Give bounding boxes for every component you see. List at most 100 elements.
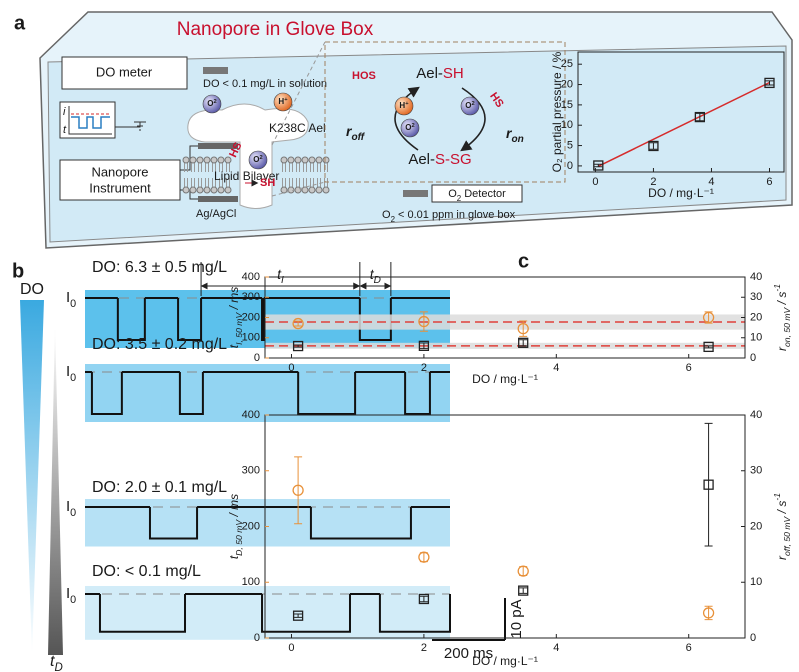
error-bar bbox=[294, 320, 303, 327]
td-gradient bbox=[48, 325, 63, 655]
text-part: H bbox=[278, 97, 284, 106]
lipid-tail bbox=[198, 163, 202, 172]
lipid-head bbox=[189, 156, 197, 164]
x-axis-label: DO / mg·L⁻¹ bbox=[472, 372, 538, 386]
x-tick-label: 4 bbox=[553, 362, 559, 374]
y-axis-label: O₂ partial pressure / % bbox=[550, 51, 564, 172]
text-part: SH bbox=[443, 65, 464, 82]
instrument-label: Nanopore bbox=[91, 164, 148, 179]
text-part: r bbox=[346, 123, 353, 139]
lipid-tail bbox=[296, 163, 300, 172]
gradient-label: tD bbox=[50, 653, 63, 672]
lipid-head bbox=[301, 186, 309, 194]
point bbox=[517, 565, 529, 577]
y-tick-label: 5 bbox=[567, 139, 573, 151]
y2-tick-label: 30 bbox=[750, 465, 762, 477]
lipid-tail bbox=[303, 178, 307, 187]
electrode bbox=[198, 196, 238, 202]
block-event bbox=[297, 372, 357, 415]
text-part: I bbox=[66, 585, 70, 602]
lipid-head bbox=[224, 186, 232, 194]
x-tick-label: 4 bbox=[553, 642, 559, 654]
lipid-head bbox=[280, 156, 288, 164]
point bbox=[418, 315, 430, 328]
panel-label: c bbox=[518, 250, 529, 272]
protein-label: K238C Ael bbox=[269, 121, 326, 135]
axis-letter: i bbox=[63, 106, 66, 118]
reaction-arrow bbox=[460, 87, 486, 152]
do-meter-label: DO meter bbox=[96, 64, 153, 79]
gradient-label: DO bbox=[20, 281, 44, 298]
text-part: r bbox=[775, 555, 789, 560]
molecule-label: O2 bbox=[253, 155, 262, 165]
text-part: + bbox=[405, 101, 409, 107]
block-event bbox=[178, 372, 204, 415]
y-tick-label: 15 bbox=[561, 99, 573, 111]
y-tick-label: 400 bbox=[242, 409, 260, 421]
block-event bbox=[116, 298, 146, 341]
point bbox=[764, 77, 775, 89]
lipid-tail bbox=[303, 163, 307, 172]
text-part: I bbox=[66, 289, 70, 306]
x-tick-label: 6 bbox=[686, 642, 692, 654]
text-part: O bbox=[207, 99, 213, 108]
error-bar bbox=[649, 142, 658, 150]
text-part: off bbox=[351, 132, 365, 143]
bilayer-label: Lipid Bilayer bbox=[214, 169, 279, 183]
plot-frame bbox=[577, 51, 785, 173]
panel-label: b bbox=[12, 260, 24, 282]
x-axis-label: DO / mg·L⁻¹ bbox=[472, 654, 538, 668]
molecule-label: H+ bbox=[278, 97, 288, 107]
molecule bbox=[273, 92, 293, 112]
y2-tick-label: 20 bbox=[750, 311, 762, 323]
text-part: O bbox=[448, 188, 457, 200]
lipid-tail bbox=[282, 178, 286, 187]
lipid-head bbox=[287, 156, 295, 164]
zoom-box bbox=[324, 41, 566, 183]
text-part: I bbox=[281, 275, 284, 286]
lipid-head bbox=[210, 186, 218, 194]
text-part: on, 50 mV bbox=[782, 306, 792, 347]
lipid-head bbox=[315, 186, 323, 194]
y-tick-label: 10 bbox=[561, 119, 573, 131]
text-part: O bbox=[405, 123, 411, 132]
text-part: 2 bbox=[391, 215, 395, 224]
zoom-lines bbox=[271, 41, 326, 197]
lipid-tail bbox=[226, 178, 230, 187]
point bbox=[703, 341, 714, 353]
y-tick-label: 100 bbox=[242, 576, 260, 588]
point bbox=[593, 160, 604, 171]
lipid-tail bbox=[282, 163, 286, 172]
y2-tick-label: 0 bbox=[750, 632, 756, 644]
point bbox=[292, 317, 304, 330]
species: Ael-S-SG bbox=[408, 151, 471, 168]
glove-box-note: O2 < 0.01 ppm in glove box bbox=[382, 209, 516, 224]
text-part: 0 bbox=[70, 298, 76, 310]
point bbox=[702, 311, 715, 324]
hos-label: HOS bbox=[352, 70, 376, 82]
lipid-head bbox=[315, 156, 323, 164]
molecule bbox=[248, 150, 268, 170]
text-part: off, 50 mV bbox=[782, 515, 792, 556]
y2-axis-label: ron, 50 mV / s-1 bbox=[772, 284, 792, 351]
point bbox=[292, 610, 304, 621]
lipid-tail bbox=[219, 163, 223, 172]
text-part: r bbox=[506, 125, 513, 141]
text-part: Ael- bbox=[408, 151, 435, 168]
lipid-tail bbox=[205, 178, 209, 187]
point bbox=[518, 585, 529, 596]
y-tick-label: 20 bbox=[561, 78, 573, 90]
lipid-tail bbox=[191, 163, 195, 172]
lipid-head bbox=[196, 186, 204, 194]
lipid-tail bbox=[289, 178, 293, 187]
x-tick-label: 0 bbox=[288, 362, 294, 374]
lipid-head bbox=[308, 156, 316, 164]
mini-axes bbox=[68, 106, 112, 135]
molecule bbox=[202, 94, 222, 114]
x-tick-label: 2 bbox=[421, 642, 427, 654]
block-event bbox=[261, 298, 265, 341]
lipid-tail bbox=[296, 178, 300, 187]
y-axis-label: tD, 50 mV / ms bbox=[227, 494, 244, 559]
molecule bbox=[400, 118, 420, 138]
